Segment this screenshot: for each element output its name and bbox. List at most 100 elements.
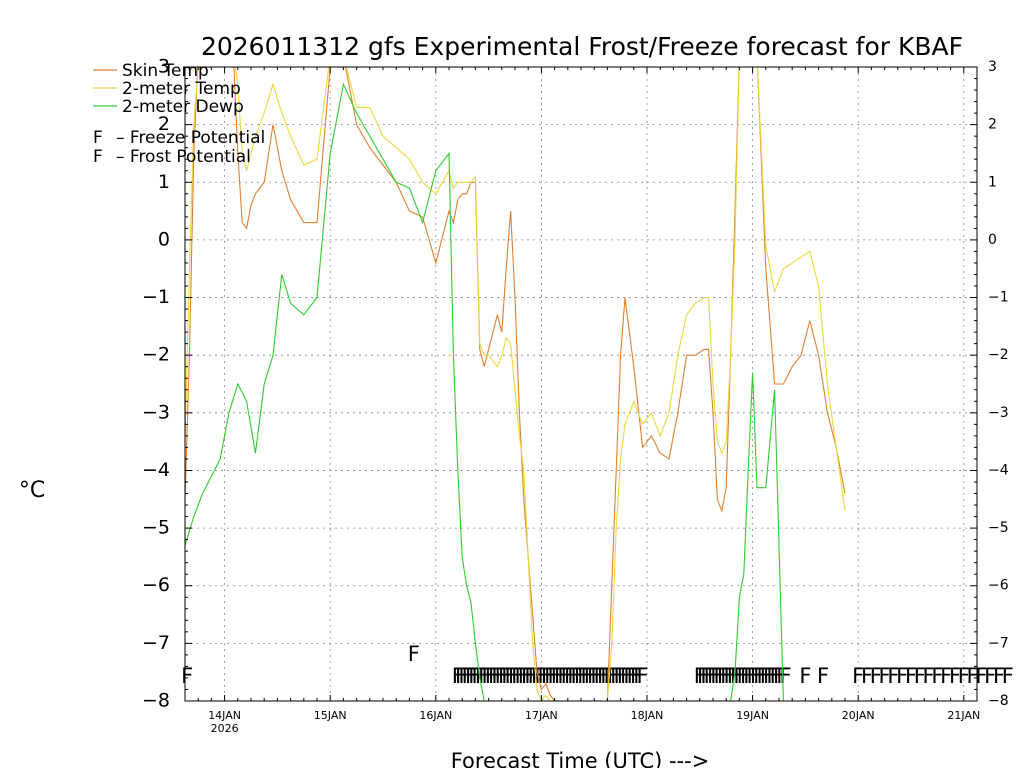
freeze-flag: F xyxy=(714,664,726,688)
x-tick-label: 17JAN xyxy=(525,709,558,722)
freeze-flag: F xyxy=(508,664,520,688)
x-tick-sublabel: 2026 xyxy=(211,722,239,735)
freeze-flag: F xyxy=(462,664,474,688)
flag-annotation: F xyxy=(817,664,829,688)
freeze-flag: F xyxy=(623,664,635,688)
freeze-flag: F xyxy=(514,664,526,688)
y-tick-label-right: −5 xyxy=(988,520,1009,536)
y-tick-label-right: −8 xyxy=(988,693,1009,709)
flag-annotation: F xyxy=(852,664,864,688)
freeze-potential-flags: FFFFFFFFFFFFFFFFFFFFFFFFFFFFFFFFFFFFFFFF… xyxy=(452,664,792,688)
series-line-skin-temp xyxy=(185,67,846,701)
y-tick-label-right: −3 xyxy=(988,405,1009,421)
freeze-flag: F xyxy=(610,664,622,688)
x-tick-label: 18JAN xyxy=(631,709,664,722)
flag-annotation: F xyxy=(887,664,899,688)
freeze-flag: F xyxy=(551,664,563,688)
freeze-flag: F xyxy=(766,664,778,688)
y-tick-label-right: −2 xyxy=(988,347,1009,363)
x-axis-label: Forecast Time (UTC) ---> xyxy=(451,749,710,768)
y-tick-label: 2 xyxy=(158,113,170,135)
flag-annotation: F xyxy=(958,664,970,688)
freeze-flag: F xyxy=(580,664,592,688)
freeze-flag: F xyxy=(753,664,765,688)
freeze-flag: F xyxy=(505,664,517,688)
flag-annotation: F xyxy=(905,664,917,688)
flag-annotation: F xyxy=(1002,664,1014,688)
legend-flag-letter: F xyxy=(93,128,103,148)
freeze-flag: F xyxy=(511,664,523,688)
x-tick-label: 21JAN xyxy=(947,709,980,722)
flag-annotation: F xyxy=(799,664,811,688)
freeze-flag: F xyxy=(697,664,709,688)
freeze-flag: F xyxy=(613,664,625,688)
freeze-flag: F xyxy=(557,664,569,688)
freeze-flag: F xyxy=(488,664,500,688)
freeze-flag: F xyxy=(630,664,642,688)
freeze-flag: F xyxy=(521,664,533,688)
freeze-flag: F xyxy=(547,664,559,688)
flag-annotation: F xyxy=(949,664,961,688)
freeze-flag: F xyxy=(485,664,497,688)
freeze-flag: F xyxy=(740,664,752,688)
freeze-flag: F xyxy=(577,664,589,688)
freeze-flag: F xyxy=(627,664,639,688)
freeze-flag: F xyxy=(727,664,739,688)
freeze-flag: F xyxy=(700,664,712,688)
y-tick-label: −3 xyxy=(142,401,170,423)
freeze-flag: F xyxy=(733,664,745,688)
flag-annotation: F xyxy=(861,664,873,688)
y-axis-label: °C xyxy=(19,478,45,503)
freeze-flag: F xyxy=(590,664,602,688)
y-tick-label: −7 xyxy=(142,632,170,654)
freeze-flag: F xyxy=(478,664,490,688)
freeze-flag: F xyxy=(574,664,586,688)
flag-annotation: F xyxy=(984,664,996,688)
freeze-flag: F xyxy=(756,664,768,688)
grid xyxy=(185,67,977,701)
y-tick-label-right: −6 xyxy=(988,578,1009,594)
freeze-flag: F xyxy=(747,664,759,688)
legend-flag-letter: F xyxy=(93,147,103,167)
freeze-flag: F xyxy=(704,664,716,688)
freeze-flag: F xyxy=(720,664,732,688)
freeze-flag: F xyxy=(637,664,649,688)
y-tick-label-right: −4 xyxy=(988,462,1009,478)
freeze-flag: F xyxy=(561,664,573,688)
freeze-flag: F xyxy=(594,664,606,688)
freeze-flag: F xyxy=(737,664,749,688)
freeze-flag: F xyxy=(750,664,762,688)
y-tick-label-right: −1 xyxy=(988,290,1009,306)
flag-annotation: F xyxy=(923,664,935,688)
flag-annotation: F xyxy=(181,664,193,688)
freeze-flag: F xyxy=(468,664,480,688)
flag-annotation: F xyxy=(870,664,882,688)
freeze-flag: F xyxy=(617,664,629,688)
legend-flag-label: – Freeze Potential xyxy=(116,128,265,148)
y-axis-right: 3 2 1 0 −1 −2 −3 −4 −5 −6 −7 −8 xyxy=(970,59,1009,709)
freeze-flag: F xyxy=(564,664,576,688)
freeze-flag: F xyxy=(524,664,536,688)
freeze-flag: F xyxy=(584,664,596,688)
flag-annotation: F xyxy=(940,664,952,688)
flag-annotation: F xyxy=(896,664,908,688)
flag-annotation: F xyxy=(914,664,926,688)
freeze-flag: F xyxy=(544,664,556,688)
legend-flag-label: – Frost Potential xyxy=(116,147,251,167)
legend-label: 2-meter Temp xyxy=(122,79,241,99)
legend-label: Skin Temp xyxy=(122,61,209,81)
freeze-flag: F xyxy=(694,664,706,688)
flag-annotation: F xyxy=(993,664,1005,688)
freeze-flag: F xyxy=(710,664,722,688)
x-tick-label: 19JAN xyxy=(736,709,769,722)
freeze-flag: F xyxy=(620,664,632,688)
freeze-flag: F xyxy=(571,664,583,688)
x-tick-label: 16JAN xyxy=(419,709,452,722)
x-tick-label: 20JAN xyxy=(842,709,875,722)
y-tick-label: −6 xyxy=(142,574,170,596)
freeze-flag: F xyxy=(633,664,645,688)
freeze-flag: F xyxy=(541,664,553,688)
